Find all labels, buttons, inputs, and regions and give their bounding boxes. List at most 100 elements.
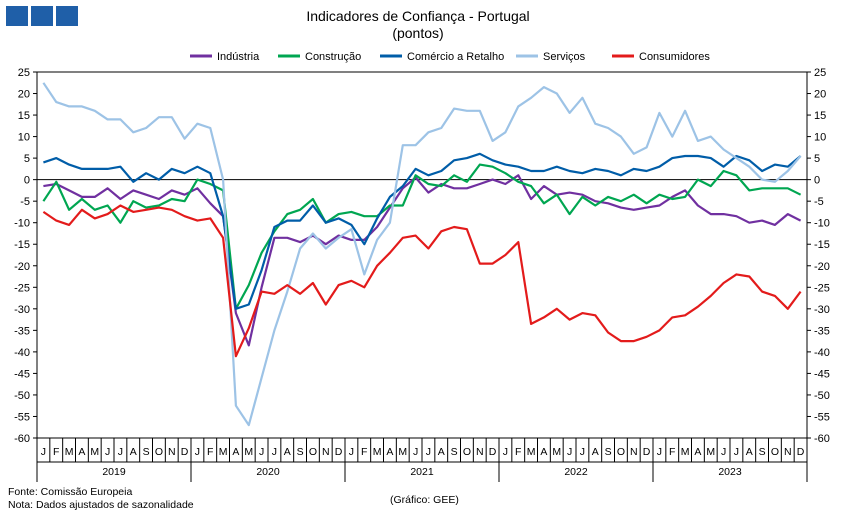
x-tick-label: A [130,446,137,458]
legend-label: Indústria [217,51,260,63]
x-tick-label: M [65,446,74,458]
x-tick-label: N [784,446,792,458]
adjustment-note: Nota: Dados ajustados de sazonalidade [8,499,194,511]
x-tick-label: J [195,446,200,458]
y-tick-label: -60 [14,433,30,445]
legend-item: Consumidores [612,51,710,63]
y-tick-label: -25 [14,282,30,294]
y-tick-label: 0 [814,175,820,187]
x-tick-label: D [335,446,343,458]
x-tick-label: O [309,446,317,458]
y-tick-label: -40 [14,347,30,359]
x-tick-label: M [90,446,99,458]
y-tick-label: -45 [814,368,830,380]
x-tick-label: J [349,446,354,458]
legend-item: Indústria [190,51,260,63]
y-tick-label: 15 [18,110,30,122]
x-tick-label: O [463,446,471,458]
x-tick-label: M [527,446,536,458]
legend-item: Construção [278,51,361,63]
y-tick-label: 25 [18,67,30,79]
y-tick-label: -10 [14,218,30,230]
x-tick-label: J [413,446,418,458]
y-tick-label: 15 [814,110,826,122]
y-tick-label: -20 [14,261,30,273]
y-axis-right: 25 20 15 10 5 0 -5 -10 -15 -20 -25 -30 -35 -40 -45 -50 -… [807,67,830,445]
x-tick-label: O [155,446,163,458]
legend-label: Construção [305,51,361,63]
chart-title: Indicadores de Confiança - Portugal [306,8,529,24]
x-tick-label: D [489,446,497,458]
series-line-constru-o [42,163,802,310]
series-line-consumidores [42,204,802,358]
x-tick-label: M [706,446,715,458]
series-line-servi-os [42,82,802,427]
y-tick-label: -5 [814,196,824,208]
x-tick-label: F [669,446,675,458]
x-tick-label: A [386,446,393,458]
x-tick-label: F [515,446,521,458]
y-tick-label: -35 [814,325,830,337]
x-tick-label: M [219,446,228,458]
y-tick-label: -60 [814,433,830,445]
x-tick-label: F [207,446,213,458]
x-tick-label: J [567,446,572,458]
x-tick-label: F [361,446,367,458]
chart-legend: Indústria Construção Comércio a Retalho Ser… [190,51,710,63]
y-tick-label: -55 [14,411,30,423]
y-tick-label: 5 [24,153,30,165]
x-tick-label: J [503,446,508,458]
y-tick-label: -55 [814,411,830,423]
x-year-label: 2023 [718,466,742,478]
y-tick-label: 10 [18,132,30,144]
x-tick-label: F [53,446,59,458]
series-lines [42,82,802,427]
x-tick-label: J [426,446,431,458]
x-tick-label: A [78,446,85,458]
series-line-com-rcio-a-retalho [43,152,802,310]
x-tick-label: S [759,446,766,458]
x-tick-label: J [657,446,662,458]
x-tick-label: N [322,446,330,458]
x-tick-label: N [630,446,638,458]
x-tick-label: M [373,446,382,458]
y-tick-label: -40 [814,347,830,359]
x-tick-label: M [244,446,253,458]
y-tick-label: 20 [18,89,30,101]
x-tick-label: N [168,446,176,458]
x-tick-label: A [232,446,239,458]
x-tick-label: D [797,446,805,458]
y-tick-label: -15 [14,239,30,251]
x-year-label: 2022 [564,466,588,478]
y-tick-label: -10 [814,218,830,230]
legend-item: Comércio a Retalho [380,51,504,63]
chart-credit: (Gráfico: GEE) [390,494,459,506]
x-tick-label: J [41,446,46,458]
x-tick-label: A [284,446,291,458]
x-tick-label: J [259,446,264,458]
x-tick-label: J [734,446,739,458]
y-tick-label: -35 [14,325,30,337]
y-tick-label: -20 [814,261,830,273]
y-tick-label: -45 [14,368,30,380]
x-tick-label: J [580,446,585,458]
y-tick-label: -50 [814,390,830,402]
x-tick-label: S [605,446,612,458]
y-tick-label: -15 [814,239,830,251]
x-tick-label: J [118,446,123,458]
y-tick-label: 25 [814,67,826,79]
x-tick-label: D [181,446,189,458]
x-tick-label: A [694,446,701,458]
x-tick-label: D [643,446,651,458]
y-tick-label: -50 [14,390,30,402]
y-tick-label: -25 [814,282,830,294]
x-tick-label: J [272,446,277,458]
chart-subtitle: (pontos) [392,25,443,41]
x-tick-label: A [540,446,547,458]
x-year-label: 2021 [410,466,434,478]
x-tick-label: M [681,446,690,458]
y-tick-label: -5 [20,196,30,208]
x-year-label: 2019 [102,466,126,478]
